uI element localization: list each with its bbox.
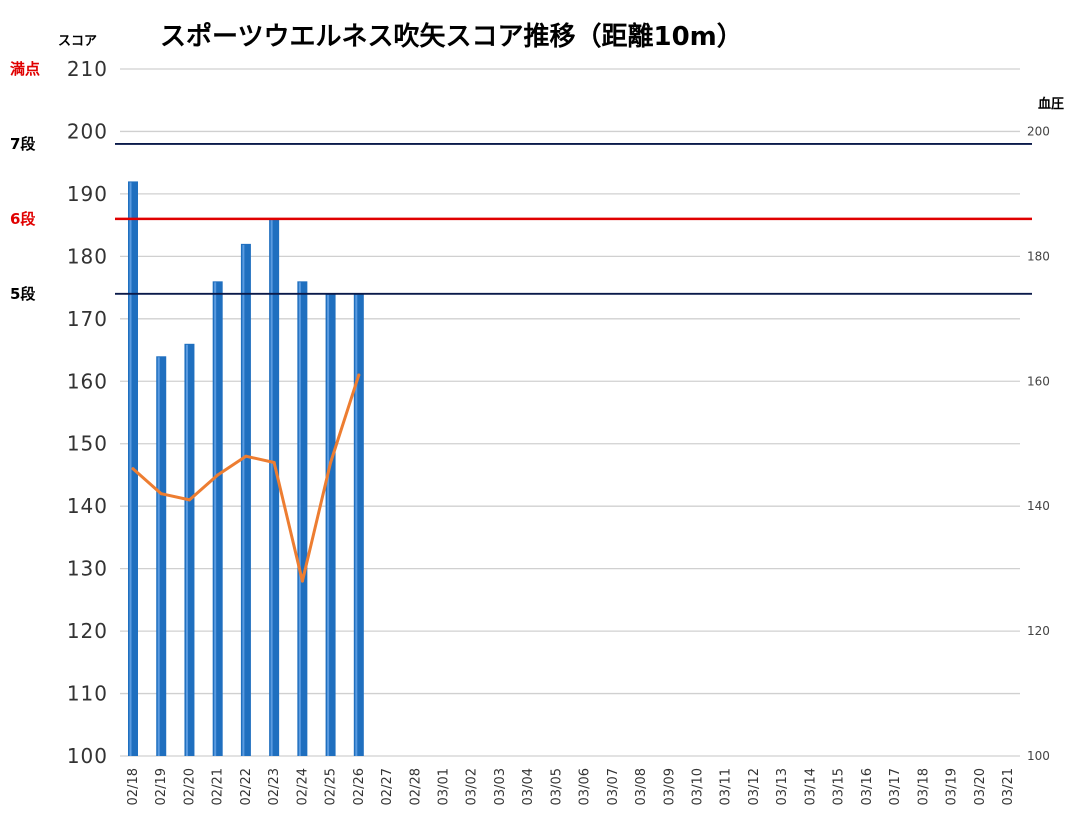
score-bar-highlight [270, 219, 273, 756]
chart-title: スポーツウエルネス吹矢スコア推移（距離10m） [160, 21, 743, 52]
blood-pressure-point [357, 373, 361, 377]
grade-label: 満点 [10, 60, 40, 78]
y-tick-label: 150 [67, 432, 108, 456]
y-tick-label: 100 [67, 744, 108, 768]
blood-pressure-point [131, 467, 135, 471]
x-tick-label: 02/28 [408, 768, 423, 805]
y-axis-label: スコア [58, 34, 97, 49]
x-tick-label: 03/11 [719, 768, 734, 805]
blood-pressure-point [216, 473, 220, 477]
y2-tick-label: 180 [1027, 249, 1050, 263]
score-bar [269, 218, 280, 756]
x-tick-label: 03/09 [662, 768, 677, 805]
x-tick-label: 03/13 [775, 768, 790, 805]
y-tick-label: 120 [67, 619, 108, 643]
score-bar-highlight [355, 294, 358, 756]
score-bar-highlight [242, 244, 245, 756]
y-axis-ticks: 100 110 120 130 140 150 160 170 180 190 200 210 [67, 57, 108, 768]
score-bar-highlight [185, 344, 188, 756]
blood-pressure-point [244, 454, 248, 458]
score-bar [156, 356, 167, 756]
x-tick-label: 03/14 [803, 768, 818, 805]
x-tick-label: 02/23 [267, 768, 282, 805]
x-tick-label: 02/27 [380, 768, 395, 805]
grade-label: 7段 [10, 135, 35, 153]
blood-pressure-point [300, 579, 304, 583]
x-tick-label: 03/04 [521, 768, 536, 805]
y-tick-label: 200 [67, 119, 108, 143]
x-tick-label: 03/06 [578, 768, 593, 805]
x-tick-label: 03/16 [860, 768, 875, 805]
score-bar-highlight [327, 294, 330, 756]
x-tick-label: 02/21 [211, 768, 226, 805]
score-bar [297, 281, 308, 756]
y-tick-label: 180 [67, 244, 108, 268]
x-tick-label: 03/02 [465, 768, 480, 805]
x-tick-label: 03/15 [832, 768, 847, 805]
score-bar [240, 243, 251, 756]
x-tick-label: 02/26 [352, 768, 367, 805]
y-tick-label: 210 [67, 57, 108, 81]
y2-tick-label: 200 [1027, 124, 1050, 138]
x-tick-label: 03/03 [493, 768, 508, 805]
y2-tick-label: 100 [1027, 749, 1050, 763]
blood-pressure-point [187, 498, 191, 502]
x-tick-label: 03/21 [1001, 768, 1016, 805]
y2-tick-label: 140 [1027, 499, 1050, 513]
y-tick-label: 110 [67, 682, 108, 706]
y-tick-label: 190 [67, 182, 108, 206]
x-tick-label: 03/19 [945, 768, 960, 805]
grade-label: 6段 [10, 210, 35, 228]
x-tick-label: 03/20 [973, 768, 988, 805]
x-tick-label: 03/12 [747, 768, 762, 805]
x-tick-label: 02/18 [126, 768, 141, 805]
y2-tick-label: 120 [1027, 624, 1050, 638]
score-bar-highlight [214, 282, 217, 756]
gridlines [120, 68, 1020, 757]
y2-axis-label: 血圧 [1038, 96, 1064, 112]
x-tick-label: 03/17 [888, 768, 903, 805]
score-bar-highlight [129, 182, 132, 756]
y-tick-label: 130 [67, 557, 108, 581]
x-tick-label: 02/24 [295, 768, 310, 805]
blood-pressure-point [272, 460, 276, 464]
score-bar [325, 293, 336, 756]
x-tick-label: 03/08 [634, 768, 649, 805]
blood-pressure-line [131, 373, 361, 583]
x-tick-label: 02/19 [154, 768, 169, 805]
y-tick-label: 160 [67, 369, 108, 393]
x-tick-label: 03/01 [436, 768, 451, 805]
x-tick-label: 02/20 [182, 768, 197, 805]
grade-reference-lines: 満点 7段 6段 5段 [10, 60, 1032, 303]
score-bar [212, 281, 223, 756]
x-tick-label: 03/10 [691, 768, 706, 805]
y-tick-label: 140 [67, 494, 108, 518]
grade-label: 5段 [10, 285, 35, 303]
x-tick-label: 02/22 [239, 768, 254, 805]
score-bar [184, 343, 195, 756]
y2-axis-ticks: 100 120 140 160 180 200 [1027, 124, 1050, 763]
x-axis-ticks: 02/18 02/19 02/20 02/21 02/22 02/23 02/24 02/25… [126, 768, 1016, 805]
score-bar-highlight [157, 357, 160, 756]
x-tick-label: 03/05 [549, 768, 564, 805]
x-tick-label: 02/25 [324, 768, 339, 805]
score-bar-highlight [298, 282, 301, 756]
x-tick-label: 03/18 [916, 768, 931, 805]
blood-pressure-point [329, 460, 333, 464]
y-tick-label: 170 [67, 307, 108, 331]
score-bar [353, 293, 364, 756]
y2-tick-label: 160 [1027, 374, 1050, 388]
blood-pressure-point [159, 492, 163, 496]
x-tick-label: 03/07 [606, 768, 621, 805]
